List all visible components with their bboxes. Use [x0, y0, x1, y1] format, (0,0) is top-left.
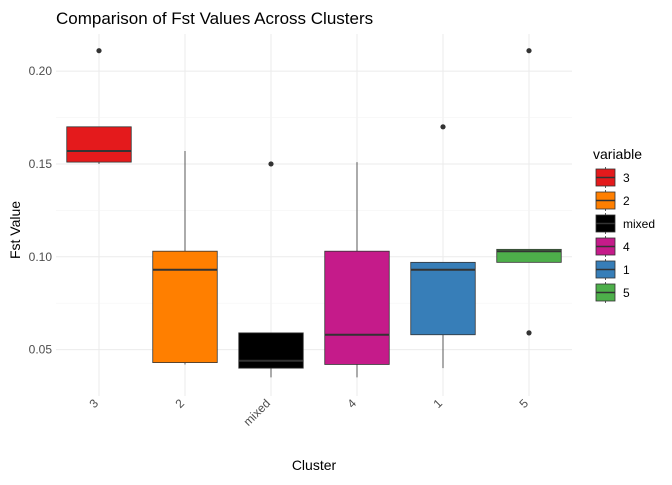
box-body	[238, 332, 304, 369]
x-tick-label: 4	[344, 396, 359, 411]
legend-items: 3 2 mixed 4 1 5	[595, 167, 655, 303]
box-body	[410, 261, 476, 336]
legend-item-1: 1	[595, 259, 630, 280]
x-tick-label: 1	[430, 396, 445, 411]
x-axis-label: Cluster	[292, 457, 337, 473]
box-body	[496, 248, 562, 263]
x-tick-label: 5	[516, 396, 531, 411]
box-4	[324, 162, 390, 378]
legend-label: mixed	[623, 217, 655, 231]
x-tick-label: 3	[86, 396, 101, 411]
box-body	[66, 126, 132, 163]
y-axis-label: Fst Value	[7, 201, 23, 259]
outlier-point	[440, 124, 446, 130]
legend-label: 3	[623, 171, 630, 185]
x-tick-label: mixed	[241, 396, 274, 429]
x-tick-labels: 3 2 mixed 4 1 5	[86, 396, 531, 429]
legend-title: variable	[593, 146, 642, 162]
box-mixed	[238, 161, 304, 378]
boxes	[66, 48, 562, 378]
y-tick-label: 0.05	[29, 343, 53, 357]
legend-label: 4	[623, 240, 630, 254]
legend-item-2: 2	[595, 190, 630, 211]
legend-item-3: 3	[595, 167, 630, 188]
legend-item-4: 4	[595, 236, 630, 257]
x-tick-label: 2	[172, 396, 187, 411]
box-3	[66, 48, 132, 164]
outlier-point	[526, 330, 532, 336]
legend: variable 3 2 mixed 4 1 5	[593, 146, 655, 303]
box-body	[152, 250, 218, 363]
outlier-point	[96, 48, 102, 54]
box-5	[496, 48, 562, 336]
y-tick-label: 0.10	[29, 250, 53, 264]
box-body	[324, 250, 390, 365]
y-tick-label: 0.15	[29, 157, 53, 171]
legend-label: 1	[623, 263, 630, 277]
grid-lines	[56, 34, 572, 396]
y-tick-label: 0.20	[29, 64, 53, 78]
box-2	[152, 150, 218, 365]
box-1	[410, 124, 476, 369]
outlier-point	[268, 161, 274, 167]
legend-label: 5	[623, 286, 630, 300]
outlier-point	[526, 48, 532, 54]
legend-item-mixed: mixed	[595, 213, 655, 234]
legend-label: 2	[623, 194, 630, 208]
chart-title: Comparison of Fst Values Across Clusters	[56, 9, 373, 28]
y-tick-labels: 0.05 0.10 0.15 0.20	[29, 64, 53, 356]
legend-item-5: 5	[595, 282, 630, 303]
